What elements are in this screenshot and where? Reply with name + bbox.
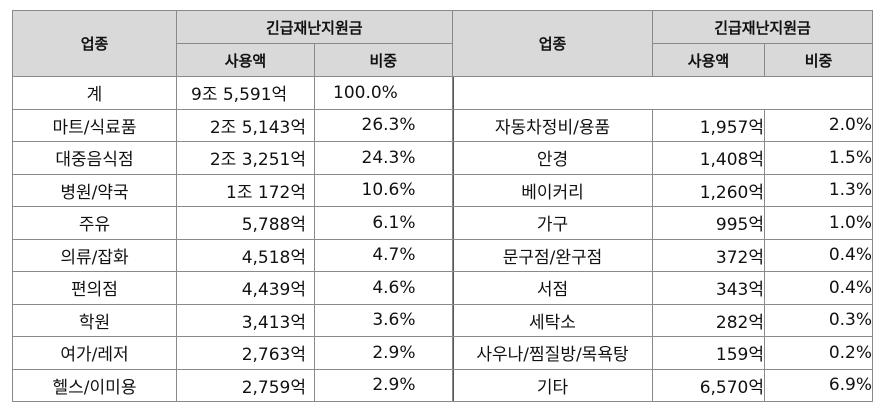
table-row: 가구 995억 1.0% — [452, 206, 874, 240]
table-row: 계 9조 5,591억 100.0% — [12, 76, 454, 110]
category-cell: 계 — [12, 76, 177, 110]
share-cell: 10.6% — [313, 173, 454, 207]
empty-cell — [451, 76, 874, 110]
category-cell: 주유 — [12, 206, 177, 240]
header-relief-fund: 긴급재난지원금 — [651, 10, 874, 44]
share-cell: 1.3% — [763, 173, 874, 207]
table-row: 대중음식점 2조 3,251억 24.3% — [12, 141, 454, 175]
amount-cell: 159억 — [652, 336, 765, 370]
header-category: 업종 — [12, 10, 177, 77]
table-row: 여가/레저 2,763억 2.9% — [12, 336, 454, 370]
share-cell: 2.9% — [313, 368, 454, 402]
category-cell: 사우나/찜질방/목욕탕 — [452, 336, 653, 370]
table-row: 세탁소 282억 0.3% — [452, 303, 874, 337]
table-row: 마트/식료품 2조 5,143억 26.3% — [12, 108, 454, 142]
category-cell: 헬스/이미용 — [12, 368, 177, 402]
share-cell: 6.9% — [763, 368, 874, 402]
header-relief-fund: 긴급재난지원금 — [175, 10, 454, 44]
share-cell: 2.0% — [763, 108, 874, 142]
table-row: 베이커리 1,260억 1.3% — [452, 173, 874, 207]
category-cell: 세탁소 — [452, 303, 653, 337]
amount-cell: 1,260억 — [652, 173, 765, 207]
table-row: 안경 1,408억 1.5% — [452, 141, 874, 175]
table-row: 편의점 4,439억 4.6% — [12, 271, 454, 305]
share-cell: 1.0% — [763, 206, 874, 240]
share-cell: 0.2% — [763, 336, 874, 370]
category-cell: 여가/레저 — [12, 336, 177, 370]
table-row: 기타 6,570억 6.9% — [452, 368, 874, 402]
amount-cell: 1,957억 — [652, 108, 765, 142]
amount-cell: 2,759억 — [176, 368, 315, 402]
header-amount: 사용액 — [652, 43, 765, 77]
amount-cell: 4,439억 — [176, 271, 315, 305]
share-cell: 4.7% — [313, 238, 454, 272]
table-row: 서점 343억 0.4% — [452, 271, 874, 305]
category-cell: 편의점 — [12, 271, 177, 305]
share-cell: 1.5% — [763, 141, 874, 175]
table-row: 헬스/이미용 2,759억 2.9% — [12, 368, 454, 402]
category-cell: 안경 — [452, 141, 653, 175]
share-cell: 0.4% — [763, 271, 874, 305]
category-cell: 베이커리 — [452, 173, 653, 207]
header-amount: 사용액 — [176, 43, 315, 77]
category-cell: 문구점/완구점 — [452, 238, 653, 272]
amount-cell: 6,570억 — [652, 368, 765, 402]
category-cell: 의류/잡화 — [12, 238, 177, 272]
table-row: 주유 5,788억 6.1% — [12, 206, 454, 240]
category-cell: 대중음식점 — [12, 141, 177, 175]
amount-cell: 2조 5,143억 — [176, 108, 315, 142]
amount-cell: 9조 5,591억 — [176, 76, 315, 110]
table-row: 의류/잡화 4,518억 4.7% — [12, 238, 454, 272]
category-cell: 기타 — [452, 368, 653, 402]
header-share: 비중 — [313, 43, 454, 77]
share-cell: 0.4% — [763, 238, 874, 272]
share-cell: 6.1% — [313, 206, 454, 240]
table-row: 문구점/완구점 372억 0.4% — [452, 238, 874, 272]
amount-cell: 2,763억 — [176, 336, 315, 370]
category-cell: 자동차정비/용품 — [452, 108, 653, 142]
share-cell: 3.6% — [313, 303, 454, 337]
header-category: 업종 — [452, 10, 653, 77]
amount-cell: 2조 3,251억 — [176, 141, 315, 175]
amount-cell: 343억 — [652, 271, 765, 305]
category-cell: 병원/약국 — [12, 173, 177, 207]
share-cell: 24.3% — [313, 141, 454, 175]
share-cell: 4.6% — [313, 271, 454, 305]
header-share: 비중 — [763, 43, 874, 77]
amount-cell: 372억 — [652, 238, 765, 272]
table-row: 자동차정비/용품 1,957억 2.0% — [452, 108, 874, 142]
share-cell: 26.3% — [313, 108, 454, 142]
share-cell: 100.0% — [313, 76, 454, 110]
table-body-left: 계 9조 5,591억 100.0% 마트/식료품 2조 5,143억 26.3% 대중음식… — [12, 76, 454, 402]
amount-cell: 5,788억 — [176, 206, 315, 240]
table-row: 사우나/찜질방/목욕탕 159억 0.2% — [452, 336, 874, 370]
table-row: 병원/약국 1조 172억 10.6% — [12, 173, 454, 207]
category-cell: 학원 — [12, 303, 177, 337]
amount-cell: 1조 172억 — [176, 173, 315, 207]
amount-cell: 3,413억 — [176, 303, 315, 337]
share-cell: 0.3% — [763, 303, 874, 337]
category-cell: 마트/식료품 — [12, 108, 177, 142]
table-row: 학원 3,413억 3.6% — [12, 303, 454, 337]
share-cell: 2.9% — [313, 336, 454, 370]
spending-table-right: 업종 긴급재난지원금 사용액 비중 자동차정비/용품 1,957억 2.0% 안경 1,… — [451, 10, 874, 402]
spending-table-left: 업종 긴급재난지원금 사용액 비중 계 9조 5,591억 100.0% 마트/식료품… — [12, 10, 454, 402]
category-cell: 가구 — [452, 206, 653, 240]
category-cell: 서점 — [452, 271, 653, 305]
amount-cell: 4,518억 — [176, 238, 315, 272]
table-body-right: 자동차정비/용품 1,957억 2.0% 안경 1,408억 1.5% 베이커리 1,260억… — [451, 76, 874, 402]
table-row — [451, 76, 874, 110]
amount-cell: 1,408억 — [652, 141, 765, 175]
amount-cell: 995억 — [652, 206, 765, 240]
amount-cell: 282억 — [652, 303, 765, 337]
